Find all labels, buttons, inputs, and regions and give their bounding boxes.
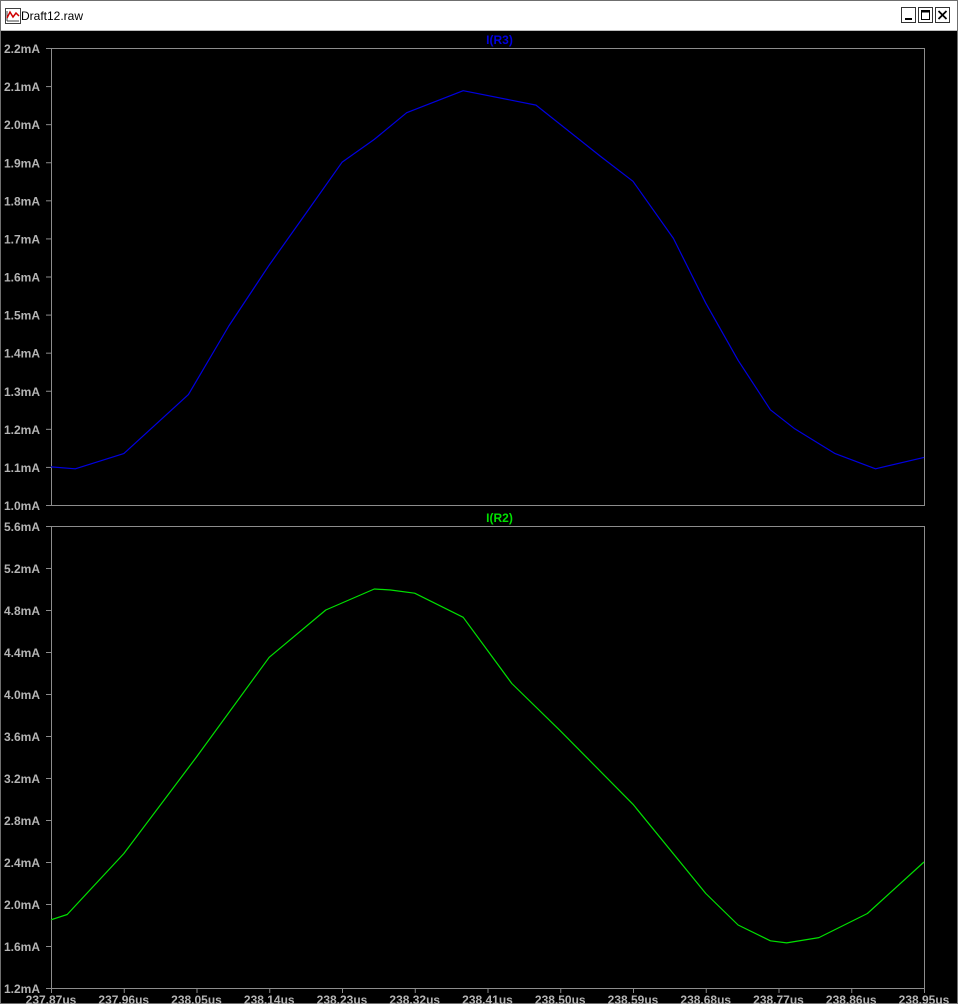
close-button[interactable] <box>935 7 950 23</box>
plot-title-1[interactable]: I(R3) <box>486 33 513 47</box>
plot-title-2[interactable]: I(R2) <box>486 511 513 525</box>
y-tick-label: 1.8mA <box>4 194 40 208</box>
y-tick-label: 1.9mA <box>4 156 40 170</box>
x-tick-label: 238.05us <box>171 993 222 1004</box>
maximize-icon <box>921 10 930 20</box>
x-tick-label: 238.41us <box>462 993 513 1004</box>
maximize-button[interactable] <box>918 7 933 23</box>
plot-area[interactable]: I(R3) 1.0mA 1.1mA 1.2mA 1.3mA 1.4mA 1.5mA 1.6mA… <box>1 31 957 1004</box>
y-tick-label: 2.2mA <box>4 42 40 56</box>
window-title: Draft12.raw <box>21 9 84 23</box>
trace-ir2[interactable] <box>50 588 925 944</box>
plot-pane-frame-2[interactable] <box>51 526 925 989</box>
y-tick-label: 2.0mA <box>4 118 40 132</box>
x-tick-label: 238.23us <box>317 993 368 1004</box>
x-tick-label: 238.32us <box>389 993 440 1004</box>
y-tick-label: 1.1mA <box>4 461 40 475</box>
x-tick-label: 238.68us <box>680 993 731 1004</box>
x-tick-label: 238.77us <box>753 993 804 1004</box>
y-tick-label: 4.4mA <box>4 646 40 660</box>
minimize-button[interactable] <box>901 7 916 23</box>
x-tick-label: 237.87us <box>26 993 77 1004</box>
y-tick-label: 4.0mA <box>4 688 40 702</box>
y-tick-label: 1.2mA <box>4 423 40 437</box>
y-tick-label: 5.2mA <box>4 562 40 576</box>
plot-pane-frame-1[interactable] <box>51 48 925 506</box>
y-tick-label: 1.7mA <box>4 232 40 246</box>
minimize-icon <box>905 18 912 20</box>
x-tick-label: 238.86us <box>826 993 877 1004</box>
y-tick-label: 1.0mA <box>4 499 40 513</box>
y-tick-label: 3.6mA <box>4 730 40 744</box>
y-tick-label: 1.2mA <box>4 982 40 996</box>
y-tick-label: 1.3mA <box>4 385 40 399</box>
y-tick-label: 1.5mA <box>4 309 40 323</box>
x-tick-label: 238.14us <box>244 993 295 1004</box>
y-tick-label: 1.6mA <box>4 271 40 285</box>
title-bar[interactable]: Draft12.raw <box>1 1 957 31</box>
y-tick-label: 3.2mA <box>4 772 40 786</box>
x-tick-label: 238.95us <box>899 993 950 1004</box>
y-tick-label: 1.4mA <box>4 347 40 361</box>
y-tick-label: 5.6mA <box>4 520 40 534</box>
y-tick-label: 2.1mA <box>4 80 40 94</box>
waveform-icon <box>5 8 21 24</box>
x-tick-label: 238.59us <box>608 993 659 1004</box>
y-tick-label: 2.8mA <box>4 814 40 828</box>
close-icon <box>937 10 948 20</box>
y-tick-label: 4.8mA <box>4 604 40 618</box>
x-tick-label: 238.50us <box>535 993 586 1004</box>
y-tick-label: 2.4mA <box>4 856 40 870</box>
trace-ir3[interactable] <box>50 90 925 470</box>
y-tick-label: 1.6mA <box>4 940 40 954</box>
y-tick-label: 2.0mA <box>4 898 40 912</box>
x-tick-label: 237.96us <box>98 993 149 1004</box>
